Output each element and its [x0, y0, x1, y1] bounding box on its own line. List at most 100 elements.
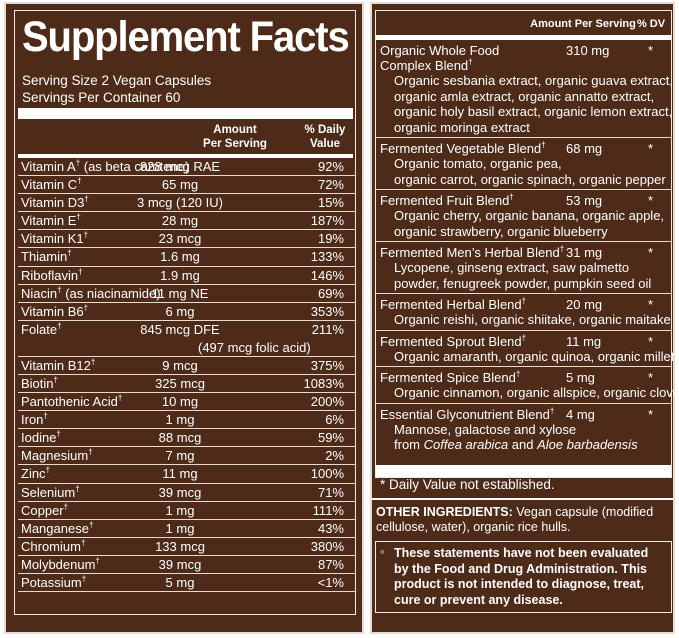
nutrient-amount: 845 mcg DFE — [140, 321, 220, 337]
dagger-mark: † — [521, 333, 527, 343]
other-ingredients-text1: Vegan capsule (modified — [512, 505, 654, 519]
nutrient-name: Chromium† — [21, 539, 85, 554]
dagger-mark: † — [117, 393, 123, 403]
dv-not-established-star: * — [647, 193, 653, 208]
nutrient-name-text: Magnesium — [21, 448, 89, 464]
nutrient-amount: 88 mcg — [158, 430, 202, 446]
dagger-mark: † — [81, 574, 87, 584]
nutrient-dv: 19% — [317, 231, 344, 247]
nutrient-name: Copper† — [21, 503, 68, 518]
nutrient-name-text: Biotin — [21, 375, 54, 391]
nutrient-dv: 146% — [310, 267, 344, 283]
disclaimer-bullet-icon: ◦ — [380, 544, 385, 559]
dv-not-established-star: * — [647, 297, 653, 312]
other-ingredients: OTHER INGREDIENTS: Vegan capsule (modifi… — [376, 505, 653, 535]
dagger-mark: † — [84, 194, 89, 204]
nutrient-amount: 28 mg — [161, 213, 199, 229]
nutrient-name: Pantothenic Acid† — [21, 394, 122, 409]
other-ingredients-label: OTHER INGREDIENTS: — [376, 505, 513, 519]
nutrient-name: Selenium† — [21, 485, 80, 500]
dagger-mark: † — [509, 192, 514, 202]
amount-header-line2: Per Serving — [203, 138, 267, 150]
nutrient-amount: 9 mcg — [162, 357, 198, 373]
nutrient-form: (as niacinamide) — [61, 285, 161, 301]
blend-name-text: Fermented Herbal Blend — [380, 297, 522, 312]
source-text: Aloe barbadensis — [537, 437, 638, 452]
nutrient-name-text: Folate — [21, 321, 58, 337]
nutrient-dv: 6% — [325, 412, 344, 428]
nutrient-amount: 3 mcg (120 IU) — [137, 195, 223, 211]
nutrient-amount: 39 mcg — [158, 484, 202, 500]
disclaimer-line: by the Food and Drug Administration. Thi… — [394, 561, 648, 576]
nutrient-name: Potassium† — [21, 575, 86, 590]
nutrient-amount: 1 mg — [165, 520, 195, 536]
blend-divider — [376, 293, 671, 294]
blend-name-text: Complex Blend — [380, 58, 469, 73]
blend-ingredients: organic strawberry, organic blueberry — [394, 223, 608, 239]
nutrient-amount: 828 mcg RAE — [139, 159, 221, 174]
blend-name: Organic Whole Food Complex Blend† — [380, 43, 499, 73]
nutrient-dv: 43% — [317, 520, 344, 536]
right-bottom-bar — [376, 465, 671, 477]
nutrient-name: Niacin† (as niacinamide) — [21, 286, 161, 301]
blend-ingredients-source: from Coffea arabica and Aloe barbadensis — [394, 437, 638, 453]
blend-ingredients: Organic cinnamon, organic allspice, orga… — [394, 385, 679, 400]
blend-amount: 53 mg — [566, 193, 603, 208]
disclaimer-box: ◦ These statements have not been evaluat… — [375, 541, 672, 613]
nutrient-name-text: Vitamin C — [21, 177, 78, 193]
nutrient-row: Vitamin B6† 6 mg 353% — [18, 303, 355, 321]
disclaimer-text: These statements have not been evaluated… — [394, 546, 648, 608]
nutrient-name: Biotin† — [21, 376, 58, 391]
nutrient-name-text: Zinc — [21, 466, 46, 482]
other-ingredients-line2: cellulose, water), organic rice hulls. — [376, 520, 571, 534]
nutrient-row: Niacin† (as niacinamide) 11 mg NE 69% — [18, 285, 355, 303]
nutrient-table: Vitamin A† (as beta carotene) 828 mcg RAE… — [18, 158, 355, 593]
nutrient-name: Vitamin A† (as beta carotene) — [21, 159, 189, 174]
nutrient-name: Vitamin K1† — [21, 231, 88, 246]
blend-name-line: Fermented Fruit Blend† — [380, 193, 514, 208]
blend-amount: 4 mg — [566, 406, 595, 422]
dv-header: % Daily Value — [295, 123, 355, 151]
disclaimer-line: These statements have not been evaluated — [394, 546, 649, 560]
nutrient-name-text: Manganese — [21, 520, 89, 536]
disclaimer-line: product is not intended to diagnose, tre… — [394, 577, 645, 591]
note-divider — [372, 498, 673, 500]
nutrient-name-text: Potassium — [21, 574, 82, 590]
source-text: and — [508, 437, 538, 452]
nutrient-name: Riboflavin† — [21, 268, 83, 283]
nutrient-amount: 65 mg — [161, 177, 199, 193]
dagger-mark: † — [549, 406, 555, 416]
blend-name: Fermented Men’s Herbal Blend† — [380, 245, 564, 260]
blend-ingredients: organic amla extract, organic annatto ex… — [394, 88, 655, 104]
nutrient-name: Folate† — [21, 322, 62, 337]
nutrient-dv: 111% — [312, 502, 344, 518]
nutrient-name: Iodine† — [21, 430, 61, 445]
nutrient-amount: 11 mg — [162, 466, 198, 482]
blend-amount: 20 mg — [566, 297, 603, 312]
nutrient-dv: 15% — [317, 195, 344, 211]
dagger-mark: † — [515, 369, 521, 379]
nutrient-amount: 1.6 mg — [160, 249, 200, 265]
blend-divider — [376, 366, 671, 367]
nutrient-name: Vitamin B12† — [21, 358, 95, 373]
nutrient-amount: 23 mcg — [158, 231, 202, 247]
blend-amount: 31 mg — [566, 245, 603, 260]
nutrient-name-text: Chromium — [21, 538, 81, 554]
nutrient-dv: 353% — [310, 303, 344, 319]
nutrient-row: Iron† 1 mg 6% — [18, 411, 355, 430]
facts-frame: Supplement Facts Serving Size 2 Vegan Ca… — [14, 10, 356, 615]
blend-ingredients: Lycopene, ginseng extract, saw palmetto — [394, 260, 630, 275]
nutrient-row: Pantothenic Acid† 10 mg 200% — [18, 393, 355, 412]
blend-name-text: Organic Whole Food — [380, 43, 500, 58]
nutrient-name: Vitamin E† — [21, 213, 81, 228]
blend-ingredients: powder, fenugreek powder, pumpkin seed o… — [394, 275, 652, 291]
nutrient-name: Magnesium† — [21, 448, 93, 463]
nutrient-name-text: Molybdenum — [21, 556, 96, 572]
nutrient-name-text: Vitamin B12 — [21, 357, 91, 373]
dagger-mark: † — [77, 176, 82, 186]
blend-ingredients: organic moringa extract — [394, 119, 530, 135]
nutrient-dv: 211% — [311, 321, 344, 337]
nutrient-name-text: Vitamin B6 — [21, 303, 84, 319]
blend-name: Fermented Vegetable Blend† — [380, 141, 546, 156]
blend-ingredients: Organic cherry, organic banana, organic … — [394, 208, 665, 223]
